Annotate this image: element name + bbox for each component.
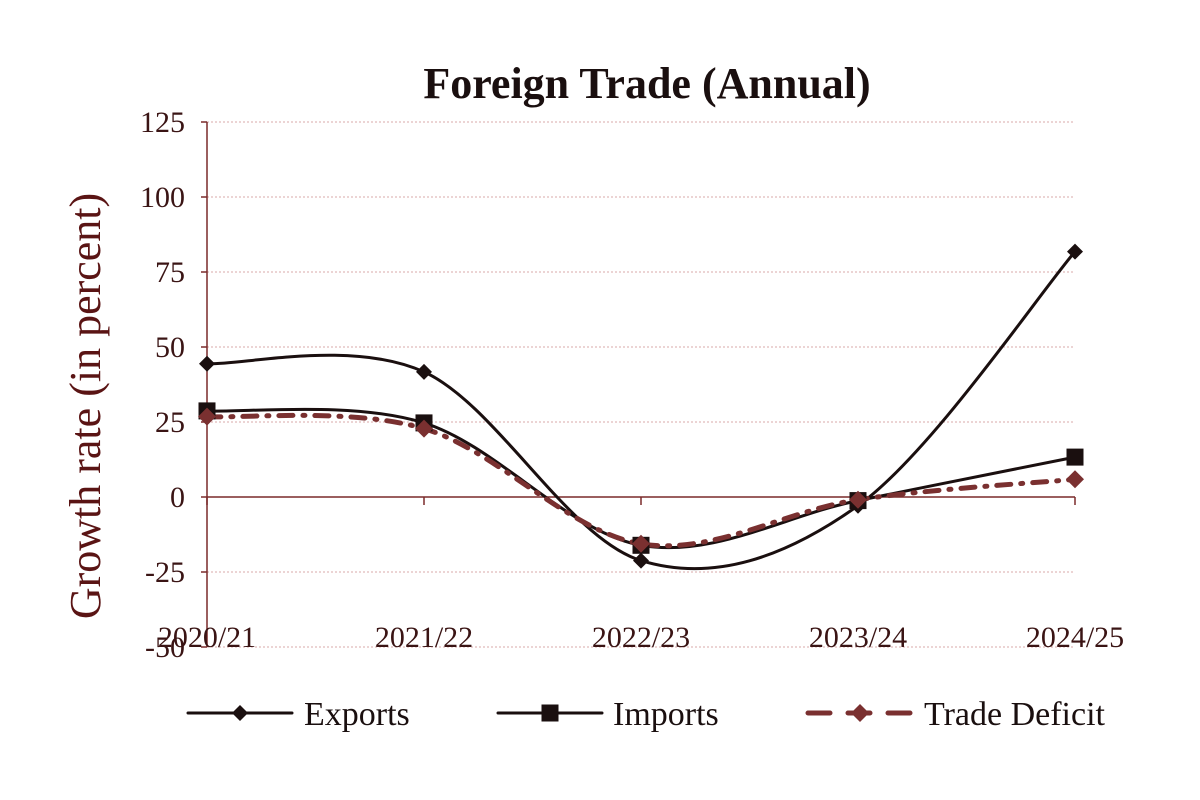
- data-point-2: [415, 419, 433, 438]
- data-point-0: [416, 363, 432, 380]
- legend-marker: [541, 704, 559, 722]
- y-tick-label: 50: [155, 331, 185, 364]
- legend-label: Exports: [304, 696, 410, 733]
- data-point-0: [199, 355, 215, 372]
- y-tick-label: 25: [155, 406, 185, 439]
- y-tick-label: 125: [140, 106, 185, 139]
- chart-title: Foreign Trade (Annual): [423, 59, 870, 108]
- data-point-1: [1066, 448, 1084, 466]
- x-tick-label: 2022/23: [592, 621, 690, 654]
- axes: [201, 121, 1076, 648]
- data-point-0: [1067, 243, 1083, 260]
- y-axis-label: Growth rate (in percent): [61, 193, 110, 619]
- data-point-2: [632, 534, 650, 553]
- y-tick-label: 0: [170, 481, 185, 514]
- legend-marker: [232, 705, 248, 721]
- y-tick-label: -25: [145, 556, 185, 589]
- y-tick-label: 75: [155, 256, 185, 289]
- x-tick-label: 2021/22: [375, 621, 473, 654]
- x-tick-label: 2020/21: [158, 621, 256, 654]
- legend-label: Imports: [613, 696, 719, 733]
- data-point-2: [1066, 470, 1084, 489]
- series-markers: [198, 243, 1084, 569]
- x-tick-labels: 2020/21 2021/22 2022/23 2023/24 2024/25: [158, 621, 1124, 654]
- legend-item-1: Imports: [496, 696, 719, 733]
- legend-label: Trade Deficit: [924, 696, 1106, 733]
- series-lines: [204, 250, 1078, 571]
- x-tick-label: 2023/24: [809, 621, 907, 654]
- legend-item-2: Trade Deficit: [805, 696, 1106, 733]
- data-point-0: [633, 552, 649, 569]
- series-line-2: [204, 412, 1078, 549]
- series-line-1: [205, 407, 1077, 550]
- y-tick-labels: -50 -25 0 25 50 75 100 125: [140, 106, 185, 664]
- legend-marker: [851, 704, 869, 722]
- legend-item-0: Exports: [186, 696, 410, 733]
- gridlines: [207, 121, 1075, 648]
- data-point-2: [198, 407, 216, 426]
- y-tick-label: -50: [145, 631, 185, 664]
- x-tick-label: 2024/25: [1026, 621, 1124, 654]
- y-tick-label: 100: [140, 181, 185, 214]
- data-point-2: [849, 490, 867, 509]
- legend: Exports Imports Trade Deficit: [186, 696, 1106, 733]
